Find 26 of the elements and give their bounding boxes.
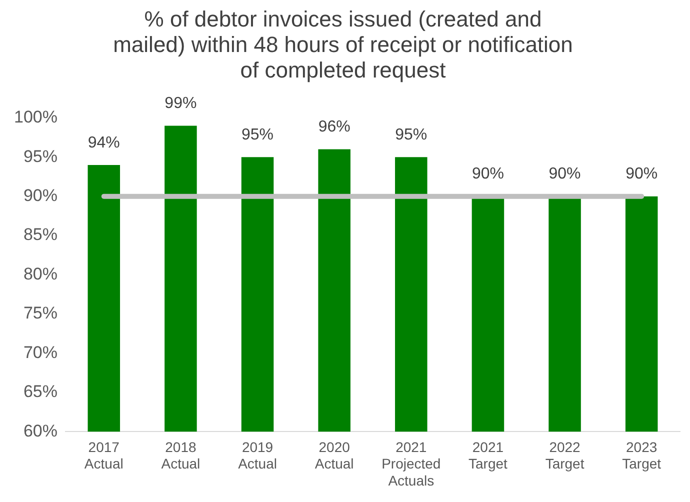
y-tick-label: 80%: [23, 264, 58, 284]
x-tick-label: 2022 Target: [545, 438, 584, 472]
data-label: 90%: [626, 166, 658, 183]
x-tick-label: 2020 Actual: [314, 438, 354, 472]
y-tick-label: 70%: [23, 342, 58, 362]
x-tick-label: 2023 Target: [622, 438, 662, 472]
x-tick-label: 2018 Actual: [161, 438, 200, 472]
data-label: 96%: [318, 118, 350, 136]
y-tick-label: 95%: [23, 146, 58, 166]
data-label: 90%: [548, 166, 581, 183]
data-label: 94%: [88, 134, 120, 152]
x-tick-label: 2019 Actual: [238, 438, 277, 472]
y-tick-label: 90%: [23, 186, 58, 206]
y-tick-label: 75%: [23, 304, 58, 323]
chart-title: % of debtor invoices issued (created and mailed) within 48 hours of receipt or notification of completed request: [113, 6, 573, 82]
y-tick-label: 60%: [23, 421, 58, 440]
x-tick-label: 2021 Target: [468, 438, 508, 472]
data-label: 95%: [242, 126, 274, 144]
y-tick-label: 100%: [14, 108, 58, 127]
y-tick-label: 65%: [23, 382, 58, 402]
x-tick-label: 2021 Projected Actuals: [382, 438, 441, 488]
x-tick-label: 2017 Actual: [84, 438, 124, 472]
data-label: 95%: [395, 126, 428, 144]
data-label: 90%: [472, 166, 504, 183]
y-tick-label: 85%: [23, 225, 58, 244]
data-label: 99%: [164, 95, 197, 112]
